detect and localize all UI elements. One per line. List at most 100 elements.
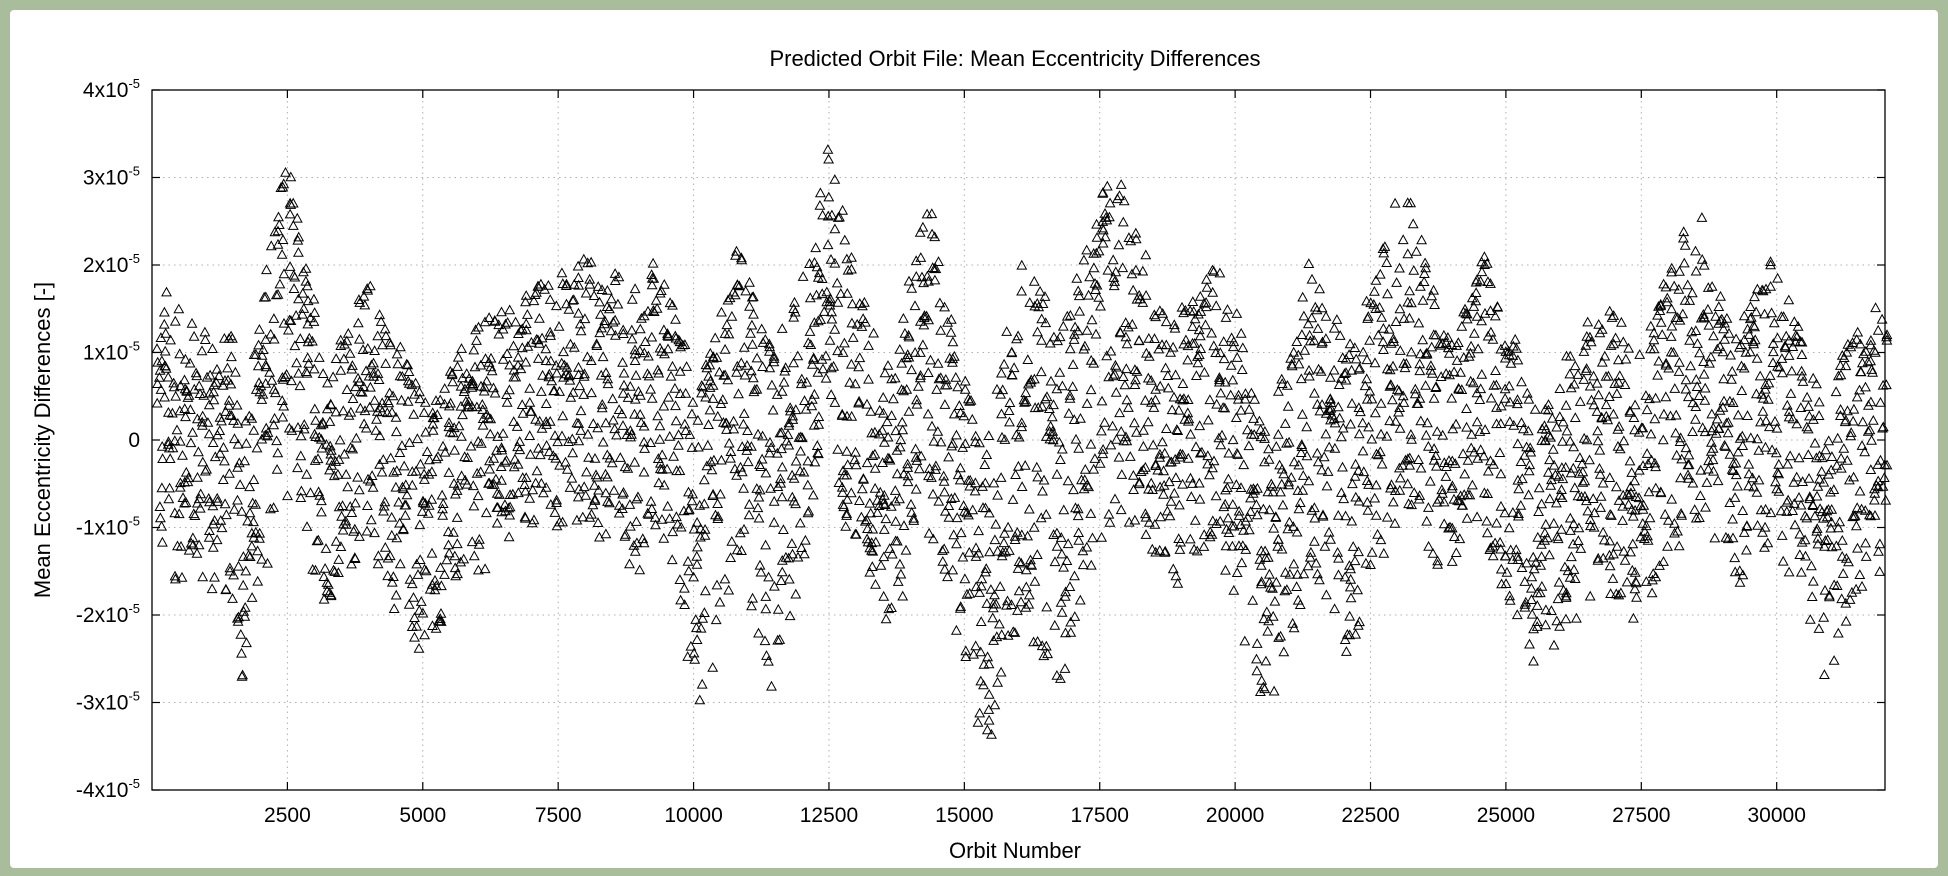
triangle-marker <box>353 333 365 344</box>
triangle-marker <box>1811 378 1822 389</box>
triangle-marker <box>1446 556 1458 566</box>
triangle-marker <box>1162 370 1174 380</box>
triangle-marker <box>480 507 492 518</box>
triangle-marker <box>1040 640 1052 651</box>
triangle-marker <box>1874 538 1886 549</box>
triangle-marker <box>1550 497 1562 508</box>
triangle-marker <box>869 426 881 437</box>
triangle-marker <box>894 558 906 569</box>
triangle-marker <box>1768 317 1780 328</box>
triangle-marker <box>954 474 966 485</box>
triangle-marker <box>1597 477 1609 488</box>
triangle-marker <box>165 334 177 345</box>
triangle-marker <box>1799 510 1811 521</box>
triangle-marker <box>252 360 264 371</box>
triangle-marker <box>359 405 371 416</box>
triangle-marker <box>1292 485 1304 495</box>
triangle-marker <box>1077 559 1089 570</box>
triangle-marker <box>1714 404 1726 415</box>
triangle-marker <box>470 324 482 335</box>
triangle-marker <box>915 450 927 461</box>
triangle-marker <box>353 294 365 304</box>
triangle-marker <box>1708 465 1719 476</box>
triangle-marker <box>1485 278 1496 288</box>
triangle-marker <box>385 339 396 350</box>
triangle-marker <box>943 511 955 522</box>
triangle-marker <box>262 427 274 437</box>
triangle-marker <box>1140 529 1152 539</box>
triangle-marker <box>596 402 608 413</box>
triangle-marker <box>1819 535 1831 545</box>
triangle-marker <box>491 444 502 455</box>
triangle-marker <box>1488 458 1499 469</box>
triangle-marker <box>591 338 603 349</box>
triangle-marker <box>330 535 342 546</box>
triangle-marker <box>802 337 814 348</box>
triangle-marker <box>256 394 268 404</box>
triangle-marker <box>764 436 776 447</box>
triangle-marker <box>766 680 777 691</box>
triangle-marker <box>268 419 280 430</box>
triangle-marker <box>526 517 538 528</box>
triangle-marker <box>712 513 724 523</box>
triangle-marker <box>1318 451 1330 462</box>
triangle-marker <box>1696 253 1708 264</box>
triangle-marker <box>308 316 320 326</box>
triangle-marker <box>939 563 951 574</box>
triangle-marker <box>1430 450 1442 460</box>
triangle-marker <box>914 226 926 237</box>
triangle-marker <box>765 482 777 493</box>
triangle-marker <box>1500 550 1512 561</box>
triangle-marker <box>1702 282 1714 292</box>
triangle-marker <box>1577 476 1589 487</box>
triangle-marker <box>1263 443 1274 454</box>
triangle-marker <box>820 350 832 361</box>
triangle-marker <box>188 508 200 519</box>
triangle-marker <box>1149 394 1161 405</box>
triangle-marker <box>527 484 539 495</box>
triangle-marker <box>1270 440 1282 451</box>
triangle-marker <box>626 428 637 439</box>
triangle-marker <box>1428 284 1440 295</box>
triangle-marker <box>1097 224 1109 235</box>
triangle-marker <box>707 352 719 363</box>
triangle-marker <box>878 436 890 447</box>
triangle-marker <box>1361 475 1373 485</box>
triangle-marker <box>638 436 650 447</box>
triangle-marker <box>1131 426 1142 437</box>
triangle-marker <box>1079 474 1091 485</box>
triangle-marker <box>1012 330 1024 341</box>
triangle-marker <box>1054 673 1066 683</box>
triangle-marker <box>1844 594 1856 604</box>
triangle-marker <box>1572 535 1584 545</box>
triangle-marker <box>1207 264 1218 275</box>
triangle-marker <box>463 395 475 406</box>
triangle-marker <box>841 508 853 518</box>
triangle-marker <box>667 299 678 310</box>
triangle-marker <box>1250 499 1262 510</box>
triangle-marker <box>1645 320 1657 331</box>
triangle-marker <box>1478 487 1490 498</box>
triangle-marker <box>1102 264 1114 275</box>
triangle-marker <box>1286 360 1298 371</box>
triangle-marker <box>453 420 465 431</box>
triangle-marker <box>1064 389 1076 400</box>
triangle-marker <box>1019 459 1031 470</box>
triangle-marker <box>861 533 873 544</box>
triangle-marker <box>333 501 345 512</box>
triangle-marker <box>1700 501 1711 512</box>
triangle-marker <box>806 393 818 404</box>
triangle-marker <box>1487 550 1499 561</box>
triangle-marker <box>1593 389 1605 400</box>
triangle-marker <box>333 454 345 464</box>
triangle-marker <box>917 339 929 350</box>
triangle-marker <box>423 499 435 510</box>
triangle-marker <box>1248 413 1260 423</box>
triangle-marker <box>386 576 398 587</box>
triangle-marker <box>572 272 584 282</box>
triangle-marker <box>493 319 505 330</box>
triangle-marker <box>1747 472 1758 483</box>
triangle-marker <box>601 301 613 311</box>
triangle-marker <box>1568 564 1580 574</box>
triangle-marker <box>347 443 359 454</box>
